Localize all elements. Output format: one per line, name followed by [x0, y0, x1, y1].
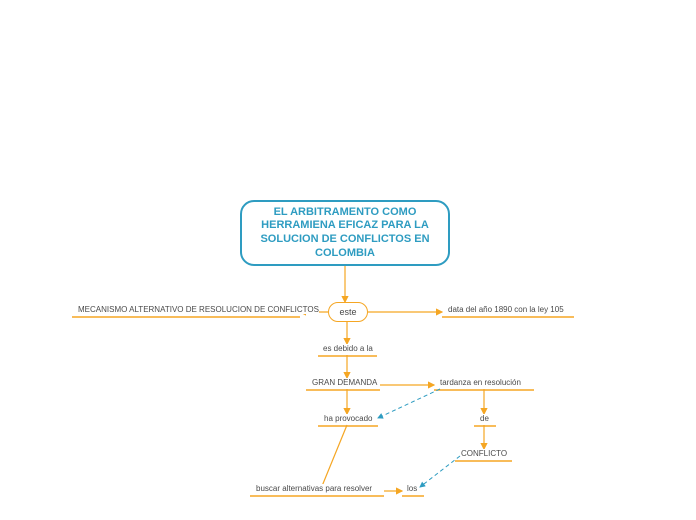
- node-data1890: data del año 1890 con la ley 105: [448, 305, 564, 314]
- node-demanda: GRAN DEMANDA: [312, 378, 377, 387]
- node-de: de: [480, 414, 489, 423]
- title-node: EL ARBITRAMENTO COMO HERRAMIENA EFICAZ P…: [240, 200, 450, 266]
- center-node: este: [328, 302, 368, 322]
- title-text: EL ARBITRAMENTO COMO HERRAMIENA EFICAZ P…: [252, 206, 438, 261]
- node-buscar: buscar alternativas para resolver: [256, 484, 372, 493]
- center-label: este: [339, 307, 356, 317]
- node-tardanza: tardanza en resolución: [440, 378, 521, 387]
- node-provocado: ha provocado: [324, 414, 372, 423]
- node-mecanismo: MECANISMO ALTERNATIVO DE RESOLUCION DE C…: [78, 305, 319, 314]
- node-los: los: [407, 484, 417, 493]
- node-conflicto: CONFLICTO: [461, 449, 507, 458]
- node-debido: es debido a la: [323, 344, 373, 353]
